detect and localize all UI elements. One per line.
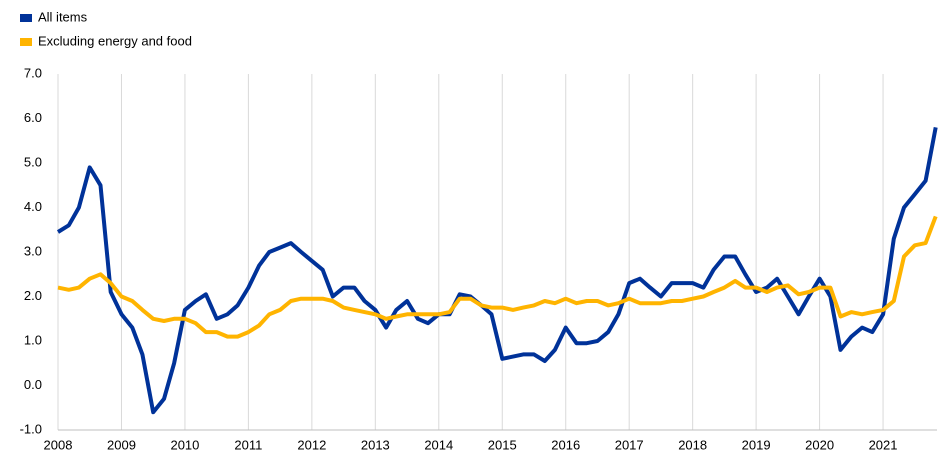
y-tick-label: 7.0 bbox=[24, 65, 42, 80]
line-series bbox=[56, 127, 938, 415]
y-tick-label: 5.0 bbox=[24, 154, 42, 169]
legend-label: Excluding energy and food bbox=[38, 33, 192, 48]
y-tick-label: 6.0 bbox=[24, 110, 42, 125]
x-tick-label: 2016 bbox=[551, 437, 580, 452]
line-series bbox=[57, 215, 938, 339]
x-tick-label: 2013 bbox=[361, 437, 390, 452]
x-tick-label: 2014 bbox=[424, 437, 453, 452]
x-tick-label: 2012 bbox=[297, 437, 326, 452]
legend-swatch bbox=[20, 38, 32, 46]
x-tick-label: 2015 bbox=[488, 437, 517, 452]
y-tick-label: 3.0 bbox=[24, 243, 42, 258]
x-tick-label: 2018 bbox=[678, 437, 707, 452]
x-tick-label: 2011 bbox=[234, 437, 262, 452]
x-tick-label: 2020 bbox=[805, 437, 834, 452]
x-tick-label: 2021 bbox=[869, 437, 898, 452]
legend-swatch bbox=[20, 14, 32, 22]
x-tick-label: 2010 bbox=[170, 437, 199, 452]
y-tick-label: 2.0 bbox=[24, 288, 42, 303]
x-tick-label: 2008 bbox=[44, 437, 73, 452]
y-tick-label: 1.0 bbox=[24, 332, 42, 347]
x-tick-label: 2019 bbox=[742, 437, 771, 452]
x-tick-label: 2017 bbox=[615, 437, 644, 452]
legend-label: All items bbox=[38, 9, 88, 24]
y-tick-label: -1.0 bbox=[20, 421, 42, 436]
x-tick-label: 2009 bbox=[107, 437, 136, 452]
y-tick-label: 0.0 bbox=[24, 377, 42, 392]
y-tick-label: 4.0 bbox=[24, 199, 42, 214]
